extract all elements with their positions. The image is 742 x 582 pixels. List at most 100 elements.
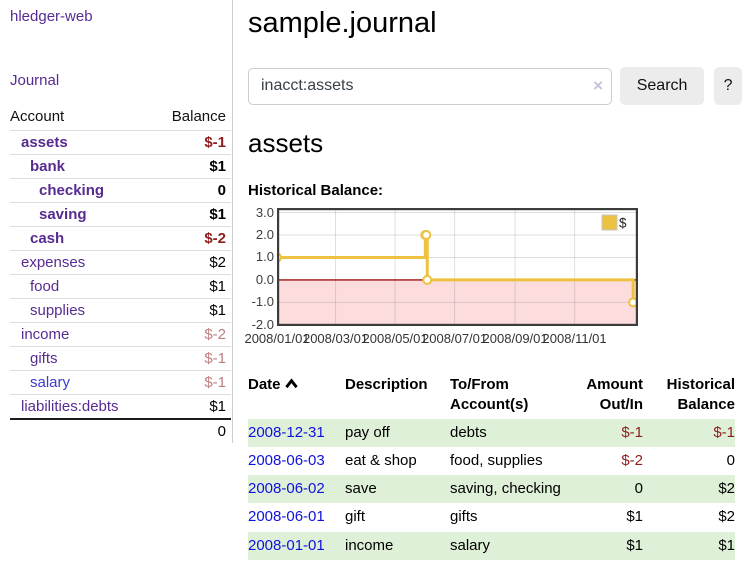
account-link-bank[interactable]: bank (30, 158, 66, 175)
search-box: × (248, 67, 612, 105)
register-header-accounts: To/From Account(s) (450, 376, 529, 414)
table-row: 2008-06-01 gift gifts $1 $2 (248, 503, 735, 531)
account-link-gifts[interactable]: gifts (30, 350, 58, 367)
chart-ytick: 2.0 (255, 227, 274, 242)
account-link-income[interactable]: income (21, 326, 70, 343)
account-row: salary $-1 (10, 370, 231, 395)
transaction-date-link[interactable]: 2008-12-31 (248, 423, 325, 441)
account-row: cash $-2 (10, 226, 231, 251)
transaction-date-link[interactable]: 2008-06-03 (248, 451, 325, 469)
transaction-date-link[interactable]: 2008-01-01 (248, 536, 325, 554)
chart-ytick: 1.0 (255, 249, 274, 265)
register-cell-amount: $1 (626, 536, 643, 554)
account-row: gifts $-1 (10, 346, 231, 371)
account-row: bank $1 (10, 154, 231, 179)
account-balance: $1 (120, 394, 231, 419)
account-row: saving $1 (10, 202, 231, 227)
chart-title: Historical Balance: (248, 182, 384, 199)
account-row: checking 0 (10, 178, 231, 203)
sidebar: hledger-web Journal Account Balance asse… (0, 0, 233, 443)
register-cell-description: pay off (345, 423, 390, 441)
account-row: supplies $1 (10, 298, 231, 323)
register-cell-balance: $-1 (713, 423, 735, 441)
account-balance: $2 (120, 250, 231, 275)
register-cell-accounts: gifts (450, 508, 478, 526)
clear-icon[interactable]: × (593, 75, 603, 95)
transaction-date-link[interactable]: 2008-06-01 (248, 508, 325, 526)
account-row: food $1 (10, 274, 231, 299)
accounts-header-balance: Balance (171, 108, 226, 125)
brand-link[interactable]: hledger-web (10, 8, 93, 25)
account-link-checking[interactable]: checking (39, 182, 105, 199)
register-cell-accounts: salary (450, 536, 491, 554)
chart-ytick: 3.0 (255, 204, 274, 220)
chart-xtick: 2008/03/01 (302, 331, 369, 346)
register-cell-description: save (345, 480, 377, 497)
register-cell-description: gift (345, 508, 366, 526)
table-row: 2008-12-31 pay off debts $-1 $-1 (248, 418, 735, 447)
app-layout: hledger-web Journal Account Balance asse… (0, 0, 742, 560)
account-link-assets[interactable]: assets (21, 134, 68, 151)
help-button[interactable]: ? (714, 67, 742, 105)
chart-ytick: 0.0 (255, 271, 274, 287)
account-balance: $-2 (120, 226, 231, 251)
account-link-cash[interactable]: cash (30, 230, 65, 247)
account-link-food[interactable]: food (30, 278, 60, 295)
table-row: 2008-06-03 eat & shop food, supplies $-2 0 (248, 447, 735, 475)
account-row: liabilities:debts $1 (10, 394, 231, 419)
account-link-salary[interactable]: salary (30, 374, 71, 391)
account-balance: 0 (120, 178, 231, 203)
table-row: 2008-06-02 save saving, checking 0 $2 (248, 475, 735, 504)
account-link-saving[interactable]: saving (39, 206, 87, 223)
chevron-up-icon (284, 375, 298, 395)
chart-ytick: -2.0 (251, 316, 274, 332)
register-cell-date: 2008-06-03 (248, 447, 345, 475)
account-row: expenses $2 (10, 250, 231, 275)
sidebar-item-journal[interactable]: Journal (10, 72, 60, 89)
register-cell-description: income (345, 536, 394, 554)
historical-balance-chart: $3.0 2.0 1.0 0.0 -1.0 -2.0 2008/01/01 2008/03/0… (244, 204, 648, 351)
account-row: income $-2 (10, 322, 231, 347)
main-content: sample.journal × Search ? assets Histori… (233, 0, 742, 560)
account-link-supplies[interactable]: supplies (30, 302, 86, 319)
account-balance: $1 (120, 154, 231, 179)
register-header-description: Description (345, 376, 428, 393)
transaction-date-link[interactable]: 2008-06-02 (248, 480, 325, 497)
register-cell-amount: $-2 (621, 451, 643, 469)
account-balance: $1 (120, 202, 231, 227)
register-header-balance: Historical Balance (666, 376, 735, 414)
account-link-expenses[interactable]: expenses (21, 254, 86, 271)
register-cell-amount: 0 (634, 480, 643, 497)
register-cell-accounts: food, supplies (450, 451, 543, 469)
chart-xtick: 2008/11/01 (542, 331, 607, 346)
account-row: assets $-1 (10, 130, 231, 155)
chart-xtick: 2008/05/01 (362, 331, 428, 346)
svg-text:$: $ (619, 216, 627, 231)
search-form: × Search ? (248, 67, 742, 105)
accounts-header-account: Account (10, 108, 65, 125)
page-title: sample.journal (248, 7, 437, 39)
register-cell-accounts: debts (450, 423, 487, 441)
account-link-liabilities-debts[interactable]: liabilities:debts (21, 398, 119, 415)
accounts-table: Account Balance assets $-1 bank $1 checking 0… (10, 104, 231, 443)
chart-ytick: -1.0 (251, 294, 274, 310)
register-cell-date: 2008-06-02 (248, 475, 345, 503)
chart-xtick: 2008/09/01 (482, 331, 548, 346)
accounts-total-value: 0 (120, 418, 231, 443)
table-row: 2008-01-01 income salary $1 $1 (248, 531, 735, 560)
account-balance: $1 (120, 298, 231, 323)
chart-xtick: 2008/01/01 (244, 331, 310, 346)
register-header-amount: Amount Out/In (586, 376, 643, 414)
account-balance: $-1 (120, 370, 231, 395)
register-cell-balance: $1 (718, 536, 735, 554)
register-header-date[interactable]: Date (248, 372, 345, 419)
register-cell-balance: $2 (718, 508, 735, 526)
register-cell-date: 2008-01-01 (248, 532, 345, 560)
search-button[interactable]: Search (620, 67, 705, 105)
register-cell-balance: $2 (718, 480, 735, 497)
account-balance: $1 (120, 274, 231, 299)
account-balance: $-1 (120, 130, 231, 155)
account-balance: $-1 (120, 346, 231, 371)
register-cell-amount: $1 (626, 508, 643, 526)
search-input[interactable] (248, 67, 612, 105)
